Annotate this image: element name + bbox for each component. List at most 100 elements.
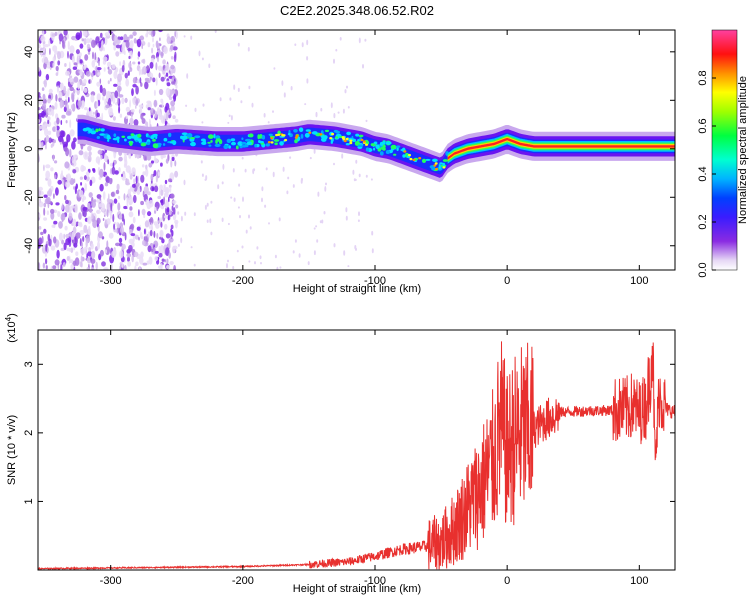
colorbar-tick-label: 0.8 xyxy=(697,70,709,85)
spectrogram-noise-blob xyxy=(115,44,121,49)
spectrogram-noise-blob xyxy=(60,120,63,125)
spectrogram-core-blob xyxy=(190,141,196,147)
y-tick-label: 2 xyxy=(23,430,35,436)
spectrogram-sparse-blob xyxy=(355,247,357,251)
spectrogram-noise-blob xyxy=(125,182,131,186)
spectrogram-core-blob xyxy=(121,135,126,138)
spectrogram-noise-blob xyxy=(160,221,163,228)
spectrogram-noise-blob xyxy=(86,256,92,264)
spectrogram-noise-blob xyxy=(160,189,164,197)
snr-line xyxy=(38,341,675,570)
spectrogram-noise-blob xyxy=(119,36,124,41)
spectrogram-noise-blob xyxy=(43,217,48,221)
x-tick-label: 100 xyxy=(630,575,648,587)
spectrogram-x-ticks: -300 -200 -100 0 100 xyxy=(100,30,648,287)
spectrogram-noise-blob xyxy=(151,248,154,253)
spectrogram-noise-blob xyxy=(66,256,70,261)
spectrogram-noise-blob xyxy=(156,56,160,63)
spectrogram-core-blob xyxy=(258,140,264,144)
snr-scale-prefix: (x10 xyxy=(6,321,18,342)
spectrogram-noise-blob xyxy=(90,258,96,265)
spectrogram-noise-blob xyxy=(146,80,151,83)
spectrogram-noise-blob xyxy=(65,181,70,188)
spectrogram-sparse-blob xyxy=(251,102,254,108)
spectrogram-noise-blob xyxy=(73,186,76,190)
spectrogram-noise-blob xyxy=(170,228,173,233)
spectrogram-noise-blob xyxy=(82,166,86,171)
spectrogram-noise-blob xyxy=(111,250,117,258)
spectrogram-noise-blob xyxy=(164,223,168,230)
spectrogram-sparse-blob xyxy=(306,78,309,84)
spectrogram-noise-blob xyxy=(69,259,74,264)
spectrogram-noise-blob xyxy=(75,232,81,239)
spectrogram-sparse-blob xyxy=(307,261,310,266)
spectrogram-ridge xyxy=(77,114,675,183)
spectrogram-core-blob xyxy=(279,141,284,146)
spectrogram-noise-blob xyxy=(62,40,65,49)
spectrogram-noise-blob xyxy=(120,226,124,234)
spectrogram-sparse-blob xyxy=(273,67,276,70)
spectrogram-noise-blob xyxy=(52,154,55,162)
spectrogram-sparse-blob xyxy=(232,266,235,270)
spectrogram-noise-blob xyxy=(157,220,161,224)
spectrogram-core-blob xyxy=(208,144,212,147)
spectrogram-noise-blob xyxy=(43,164,45,172)
spectrogram-sparse-blob xyxy=(281,80,284,86)
spectrogram-noise-blob xyxy=(74,257,80,266)
spectrogram-noise-blob xyxy=(92,111,95,115)
spectrogram-noise-blob xyxy=(166,36,171,45)
spectrogram-core-blob xyxy=(96,136,101,139)
spectrogram-noise-blob xyxy=(43,207,46,216)
snr-series xyxy=(38,341,675,570)
spectrogram-noise-blob xyxy=(104,153,107,162)
spectrogram-noise-blob xyxy=(153,157,158,164)
spectrogram-noise-blob xyxy=(96,81,101,87)
spectrogram-noise-blob xyxy=(124,98,128,103)
spectrogram-noise-blob xyxy=(161,238,165,244)
spectrogram-noise-blob xyxy=(48,94,52,100)
spectrogram-noise-blob xyxy=(132,61,136,65)
spectrogram-noise-blob xyxy=(171,245,176,254)
spectrogram-noise-blob xyxy=(135,105,137,109)
spectrogram-sparse-blob xyxy=(370,178,373,181)
spectrogram-noise-blob xyxy=(107,91,112,96)
spectrogram-noise-blob xyxy=(69,129,75,137)
spectrogram-noise-blob xyxy=(115,51,120,57)
spectrogram-noise-blob xyxy=(96,93,101,102)
spectrogram-noise-blob xyxy=(80,248,86,255)
spectrogram-noise-blob xyxy=(102,96,105,101)
spectrogram-hot-blob xyxy=(434,162,438,165)
spectrogram-sparse-blob xyxy=(260,262,262,265)
spectrogram-noise-blob xyxy=(38,201,44,208)
spectrogram-sparse-blob xyxy=(333,58,335,64)
spectrogram-noise-blob xyxy=(121,65,125,73)
spectrogram-noise-blob xyxy=(145,199,148,206)
spectrogram-noise-blob xyxy=(85,38,91,44)
spectrogram-noise-blob xyxy=(49,48,51,55)
spectrogram-core-blob xyxy=(230,138,236,142)
spectrogram-noise-blob xyxy=(121,97,125,105)
spectrogram-noise-blob xyxy=(129,34,134,39)
spectrogram-sparse-blob xyxy=(241,245,244,249)
spectrogram-noise-blob xyxy=(39,47,44,55)
spectrogram-noise-blob xyxy=(59,83,63,90)
spectrogram-core-blob xyxy=(382,147,386,151)
spectrogram-noise-blob xyxy=(115,189,120,195)
spectrogram-noise-blob xyxy=(128,55,131,60)
spectrogram-sparse-blob xyxy=(253,168,256,172)
spectrogram-noise-blob xyxy=(131,167,136,176)
spectrogram-noise-blob xyxy=(58,91,63,99)
spectrogram-noise-blob xyxy=(130,233,136,237)
spectrogram-core-blob xyxy=(358,134,364,138)
spectrogram-noise-blob xyxy=(111,94,114,102)
spectrogram-noise-blob xyxy=(133,251,139,257)
spectrogram-noise-blob xyxy=(172,200,177,204)
spectrogram-noise-blob xyxy=(128,152,132,159)
spectrogram-noise-blob xyxy=(171,205,174,211)
spectrogram-noise-blob xyxy=(48,39,51,47)
spectrogram-noise-blob xyxy=(98,203,103,208)
spectrogram-noise-blob xyxy=(152,43,155,48)
spectrogram-noise-blob xyxy=(152,30,156,37)
spectrogram-noise-blob xyxy=(65,238,71,246)
spectrogram-noise-blob xyxy=(166,207,170,213)
